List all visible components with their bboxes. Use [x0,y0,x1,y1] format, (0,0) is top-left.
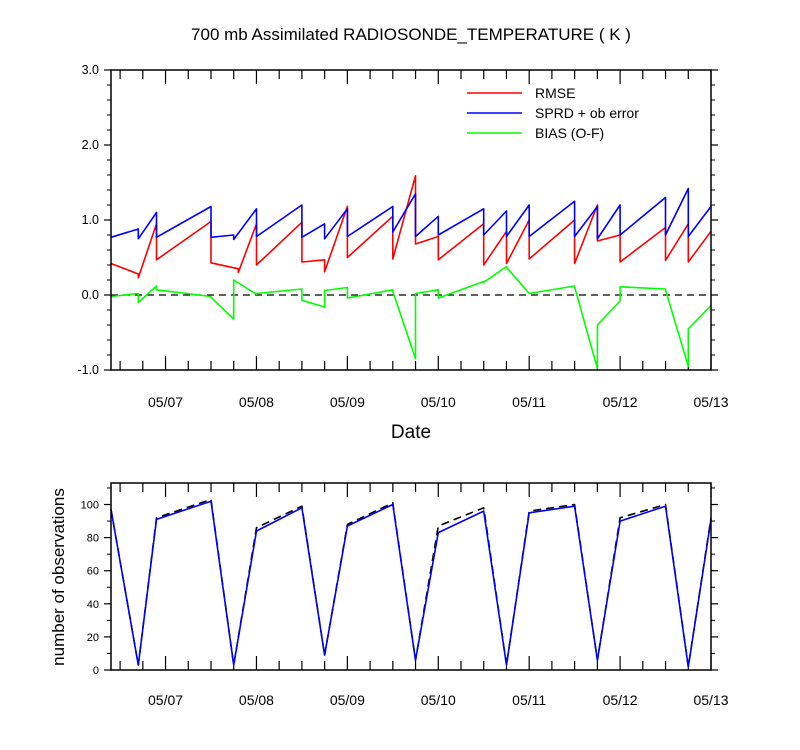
y-tick-label: 0 [93,665,99,677]
top-y-tick-labels: -1.0 0.0 1.0 2.0 3.0 [77,63,99,377]
x-tick-label: 05/07 [148,394,183,410]
top-series-group [110,175,712,370]
series-line-sprd-ob-error [110,187,712,241]
x-tick-label: 05/10 [421,394,456,410]
y-tick-label: 80 [87,533,99,545]
x-tick-label: 05/12 [603,394,638,410]
x-tick-label: 05/13 [693,394,728,410]
x-axis-label: Date [391,422,431,443]
y-tick-label: 2.0 [82,138,99,152]
legend-label: RMSE [535,85,575,101]
legend: RMSE SPRD + ob error BIAS (O-F) [467,85,639,141]
top-plot-area: -1.00.01.02.03.0 05/07 05/08 05/09 05/10 05/… [77,63,728,410]
chart-title: 700 mb Assimilated RADIOSONDE_TEMPERATUR… [191,25,631,44]
y-tick-label: 100 [81,500,99,512]
y-tick-label: 3.0 [82,63,99,77]
x-tick-label: 05/07 [148,692,183,708]
x-tick-label: 05/11 [512,692,546,708]
x-tick-label: 05/11 [512,394,546,410]
x-tick-label: 05/08 [239,394,274,410]
x-tick-label: 05/09 [330,692,365,708]
series-line-observations-assimilated [110,500,712,668]
y-tick-label: 40 [87,599,99,611]
x-tick-label: 05/12 [603,692,638,708]
y-axis-label: number of observations [49,488,68,666]
bottom-y-tick-labels: 0 20 40 60 80 100 [81,500,99,677]
y-tick-label: 0.0 [82,288,99,302]
x-tick-label: 05/13 [693,692,728,708]
bottom-series-group [110,498,712,668]
top-plot-frame [110,69,712,371]
series-line-rmse [110,175,712,279]
x-tick-label: 05/08 [239,692,274,708]
top-x-tick-labels: 05/07 05/08 05/09 05/10 05/11 05/12 05/13 [148,394,729,410]
y-tick-label: 20 [87,632,99,644]
bottom-axis-ticks [104,483,718,671]
y-tick-label: 60 [87,566,99,578]
bottom-plot-frame [110,482,712,671]
legend-label: BIAS (O-F) [535,125,604,141]
y-tick-label: 1.0 [82,213,99,227]
legend-label: SPRD + ob error [535,105,639,121]
x-tick-label: 05/10 [421,692,456,708]
series-line-observations-possible [110,498,712,668]
series-line-bias-o-f [110,265,712,370]
y-tick-label: -1.0 [77,363,99,377]
x-tick-label: 05/09 [330,394,365,410]
bottom-x-tick-labels: 05/07 05/08 05/09 05/10 05/11 05/12 05/13 [148,692,729,708]
